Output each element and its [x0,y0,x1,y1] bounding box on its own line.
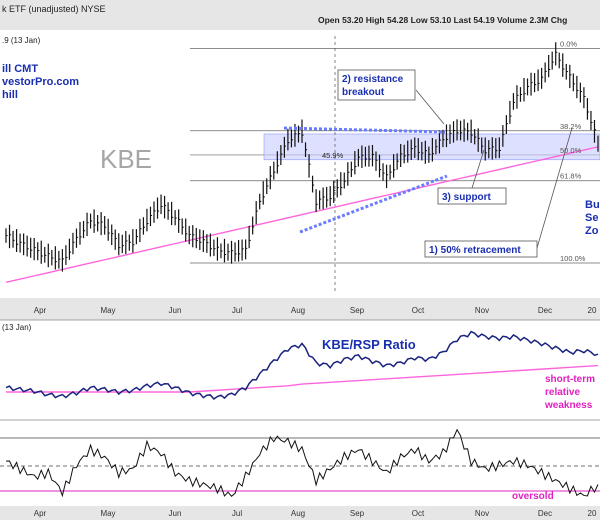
x-tick-label: Nov [475,306,489,315]
fib-label: 38.2% [560,122,582,131]
ratio-series-line [5,330,599,400]
price-plot-area [0,30,600,298]
x-tick-label-bottom: Apr [34,509,47,518]
x-axis-strip [0,298,600,320]
x-tick-label-bottom: Jul [232,509,242,518]
x-tick-label: May [100,306,115,315]
resistance-arrow [415,89,445,125]
resistance-text-2: breakout [342,87,385,98]
kbe-watermark: KBE [100,144,152,174]
x-tick-label-bottom: Dec [538,509,552,518]
fib-label: 100.0% [560,254,586,263]
retracement-box [424,240,538,258]
osc-annotation: oversold [512,491,554,502]
retracement-arrow [536,127,573,249]
ratio-line [5,330,599,400]
price-date-tag: .9 (13 Jan) [2,36,41,45]
header-title: k ETF (unadjusted) NYSE [2,4,106,14]
x-tick-label: Jun [169,306,182,315]
ratio-panel: (13 Jan) KBE/RSP Ratio short-term relati… [0,319,600,418]
right-side-text-1: Bu [585,199,600,211]
fib-label: 61.8% [560,172,582,181]
author-line-1: ill CMT [2,63,38,75]
osc-line [5,428,599,498]
x-tick-label: Jul [232,306,242,315]
price-panel: .9 (13 Jan) KBE ill CMT vestorPro.com hi… [0,30,600,298]
support-trendline [299,174,448,234]
x-tick-label: Dec [538,306,552,315]
author-line-3: hill [2,89,18,101]
ratio-plot-area [0,320,600,418]
osc-panel: oversold [0,419,600,520]
x-tick-label: Sep [350,306,365,315]
x-tick-label-bottom: Jun [169,509,182,518]
x-tick-label: 20 [588,306,597,315]
ratio-annotation-2: relative [545,387,580,398]
resistance-trendline [283,126,446,134]
header-bar [0,0,600,30]
ratio-moving-average [6,364,599,393]
header-ohlc: Open 53.20 High 54.28 Low 53.10 Last 54.… [318,15,567,25]
osc-axis-strip [0,506,600,520]
x-axis: Apr May Jun Jul Aug Sep Oct Nov Dec 20 [0,298,600,320]
x-tick-label-bottom: May [100,509,115,518]
right-side-text-2: Se [585,212,598,224]
x-tick-label-bottom: Sep [350,509,365,518]
right-side-text-3: Zo [585,225,599,237]
osc-plot-area [0,420,600,500]
author-line-2: vestorPro.com [2,76,79,88]
resistance-text-1: 2) resistance [342,74,404,85]
x-tick-label-bottom: Nov [475,509,489,518]
x-tick-label-bottom: 20 [588,509,597,518]
support-arrow [471,149,485,189]
ratio-annotation-3: weakness [544,400,593,411]
price-ma-line [5,146,599,284]
ratio-title: KBE/RSP Ratio [322,337,416,352]
x-tick-label-bottom: Oct [412,509,425,518]
x-tick-label-bottom: Aug [291,509,305,518]
ratio-annotation-1: short-term [545,374,595,385]
mid-pct-label: 45.9% [322,151,344,160]
fib-label: 50.0% [560,146,582,155]
retracement-text: 1) 50% retracement [429,245,521,256]
fib-label: 0.0% [560,40,577,49]
ratio-ma-line [6,364,599,393]
price-moving-average [5,146,599,284]
x-tick-label: Oct [412,306,425,315]
x-tick-label: Apr [34,306,47,315]
osc-series-line [5,428,599,498]
support-text: 3) support [442,192,492,203]
fib-labels: 0.0% 38.2% 50.0% 61.8% 100.0% [560,40,586,263]
x-tick-label: Aug [291,306,305,315]
resistance-box [337,69,416,101]
ratio-tag: (13 Jan) [2,323,32,332]
x-axis-bottom: Apr May Jun Jul Aug Sep Oct Nov Dec 20 [34,509,597,518]
